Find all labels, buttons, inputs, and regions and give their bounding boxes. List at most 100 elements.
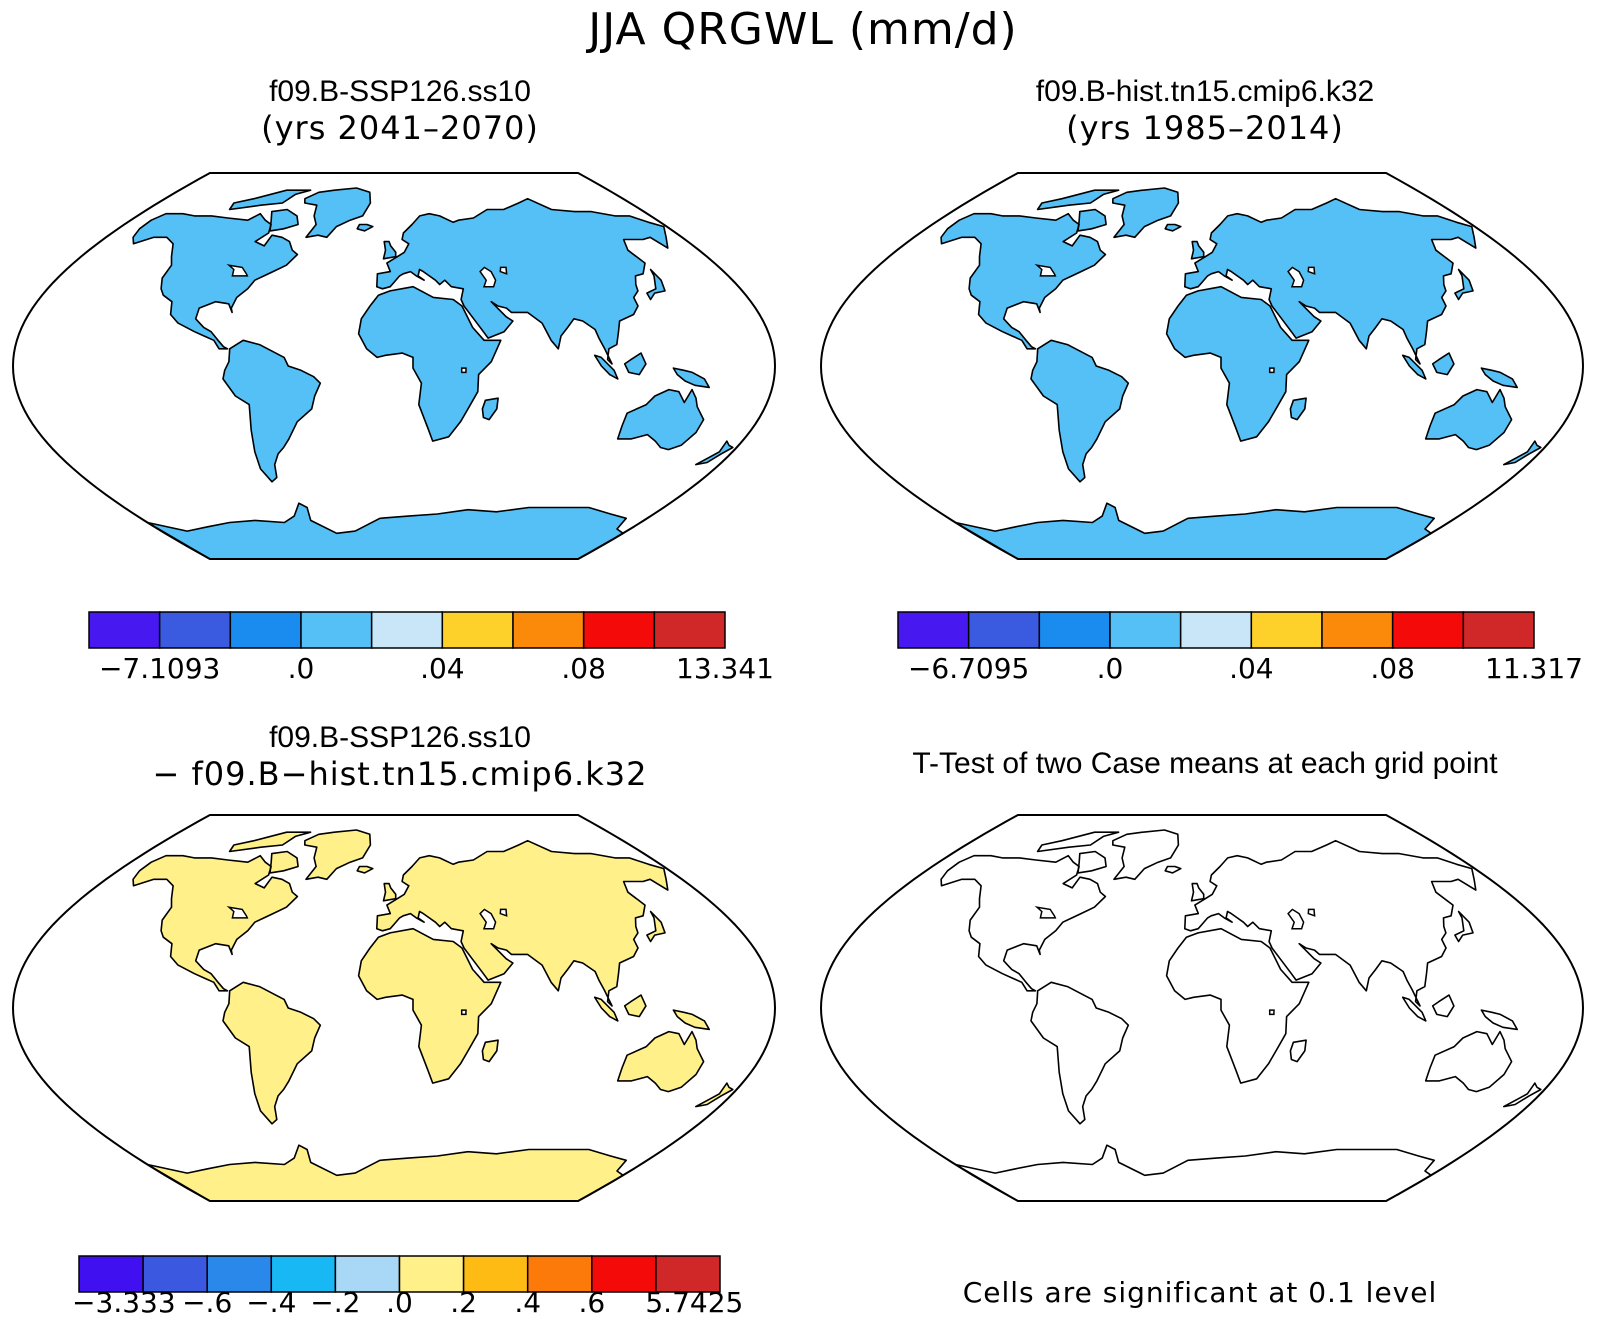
colorbar-tick-label: −7.1093 <box>98 652 221 685</box>
land-arctic_islands <box>1037 190 1119 210</box>
coastline <box>616 1030 705 1093</box>
lake <box>499 266 508 275</box>
coastline <box>1165 285 1310 442</box>
coastline <box>1184 197 1477 365</box>
lake <box>460 1009 467 1016</box>
land-samerica <box>1031 982 1129 1124</box>
land-samerica <box>223 982 321 1124</box>
coastline <box>1289 397 1307 421</box>
colorbar-swatch <box>1321 611 1394 649</box>
coastline <box>1431 352 1455 376</box>
coastline <box>222 981 322 1125</box>
land-africa <box>1166 928 1309 1084</box>
colorbar-tick-label: .6 <box>578 1286 606 1319</box>
colorbar-ssp-labels: −7.1093 .0 .04 .08 13.341 <box>88 652 774 686</box>
lake <box>460 367 467 374</box>
coastline <box>1424 1030 1513 1093</box>
land-namerica <box>133 855 298 991</box>
coastline <box>1030 981 1130 1125</box>
land-samerica <box>1031 340 1129 482</box>
coastline <box>356 865 374 874</box>
map-ssp <box>11 172 777 560</box>
colorbar-tick-label: −.4 <box>246 1286 297 1319</box>
land-newguinea <box>673 1010 710 1030</box>
colorbar-swatch <box>1462 611 1535 649</box>
land-greenland <box>1112 830 1179 880</box>
coastline <box>623 352 647 376</box>
coastline <box>1431 994 1455 1018</box>
coastline <box>616 388 705 451</box>
coastline <box>695 1082 734 1108</box>
colorbar-swatch <box>967 611 1041 649</box>
coastline <box>1164 223 1182 232</box>
lake <box>1287 908 1305 930</box>
land-sumatra <box>1402 355 1426 379</box>
ttest-footnote: Cells are significant at 0.1 level <box>962 1276 1438 1309</box>
panel-ssp-title-line2: (yrs 2041–2070) <box>261 109 539 147</box>
land-antarctica <box>147 1145 627 1201</box>
map-ttest <box>819 814 1585 1202</box>
colorbar-hist <box>897 611 1535 649</box>
coastline <box>1503 1082 1542 1108</box>
coastline <box>269 850 299 874</box>
land-namerica <box>133 213 298 349</box>
coastline <box>382 240 397 260</box>
land-sumatra <box>594 355 618 379</box>
land-antarctica <box>147 503 627 559</box>
land-newguinea <box>1481 368 1518 388</box>
coastline <box>1454 910 1474 943</box>
coastline <box>356 223 374 232</box>
coastline <box>954 1144 1435 1202</box>
land-eurasia <box>376 840 668 1006</box>
land-samerica <box>223 340 321 482</box>
lake <box>1268 1009 1275 1016</box>
colorbar-swatch <box>1391 611 1465 649</box>
land-namerica <box>941 855 1106 991</box>
coastline <box>1289 1039 1307 1063</box>
land-arctic_islands <box>229 190 311 210</box>
land-uk <box>1191 241 1204 259</box>
land-antarctica <box>955 503 1435 559</box>
colorbar-swatch <box>653 611 726 649</box>
land-baffin <box>270 851 299 873</box>
land-borneo <box>1432 353 1454 375</box>
land-arctic_islands <box>229 832 311 852</box>
colorbar-tick-label: .04 <box>420 652 465 685</box>
land-uk <box>1191 883 1204 901</box>
land-arctic_islands <box>1037 832 1119 852</box>
coastline <box>1077 208 1107 232</box>
colorbar-tick-label: −.2 <box>310 1286 361 1319</box>
colorbar-swatch <box>270 1255 337 1293</box>
panel-hist-title-line2: (yrs 1985–2014) <box>1066 109 1344 147</box>
lake <box>1307 266 1316 275</box>
map-border <box>11 172 777 560</box>
coastline <box>1165 927 1310 1084</box>
colorbar-swatch <box>78 1255 144 1293</box>
colorbar-tick-label: .0 <box>1096 652 1124 685</box>
land-borneo <box>1432 995 1454 1017</box>
coastline <box>228 831 312 853</box>
lake <box>1034 906 1057 919</box>
colorbar-swatch <box>88 611 161 649</box>
colorbar-tick-label: −.6 <box>182 1286 233 1319</box>
land-newguinea <box>1481 1010 1518 1030</box>
colorbar-swatch <box>897 611 970 649</box>
panel-diff-title: f09.B-SSP126.ss10 − f09.B−hist.tn15.cmip… <box>60 720 740 792</box>
colorbar-tick-label: .0 <box>287 652 315 685</box>
land-baffin <box>270 209 299 231</box>
lake <box>479 266 497 288</box>
coastline <box>1112 829 1180 881</box>
land-baffin <box>1078 209 1107 231</box>
colorbar-swatch <box>512 611 585 649</box>
coastline <box>1480 1009 1518 1031</box>
coastline <box>376 197 669 365</box>
coastline <box>228 189 312 211</box>
land-australia <box>1425 389 1512 450</box>
map-border <box>11 814 777 1202</box>
map-border <box>819 172 1585 560</box>
colorbar-swatch <box>158 611 232 649</box>
coastline <box>481 1039 499 1063</box>
colorbar-swatch <box>1109 611 1182 649</box>
coastline <box>222 339 322 483</box>
land-sumatra <box>594 997 618 1021</box>
